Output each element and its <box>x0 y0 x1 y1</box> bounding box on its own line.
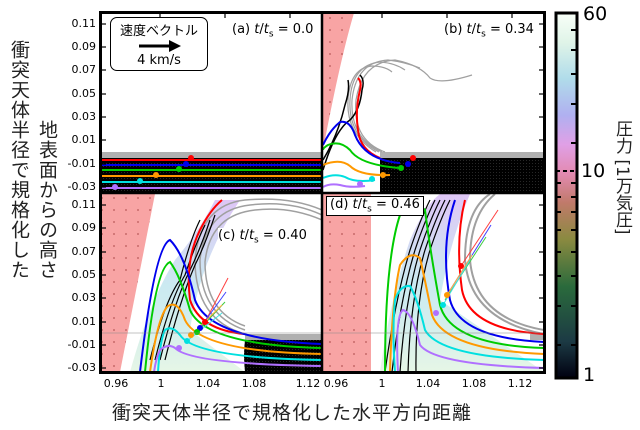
y-tick: 0.11 <box>71 17 97 30</box>
y-tick: 0.09 <box>71 221 97 234</box>
panel-c-label: (c) t/ts = 0.40 <box>218 228 307 246</box>
velocity-legend: 速度ベクトル 4 km/s <box>110 17 208 71</box>
panel-d-label: (d) t/ts = 0.46 <box>326 196 424 216</box>
y-axis-title-line1: 衝突天体半径で規格化した <box>8 40 30 280</box>
y-tick: 0.05 <box>71 87 97 100</box>
x-tick: 0.96 <box>103 377 129 390</box>
panel-b <box>323 13 544 193</box>
y-tick: -0.03 <box>67 180 96 193</box>
velocity-arrow-icon <box>139 40 181 52</box>
y-tick: 0.03 <box>71 110 97 123</box>
y-tick: 0.11 <box>71 198 97 211</box>
y-tick: 0.07 <box>71 245 97 258</box>
panel-d <box>323 194 544 372</box>
panel-b-label: (b) t/ts = 0.34 <box>444 22 534 40</box>
velocity-legend-scale: 4 km/s <box>137 53 181 68</box>
colorbar <box>554 11 579 380</box>
velocity-legend-title: 速度ベクトル <box>119 24 198 39</box>
x-tick: 1.12 <box>295 377 321 390</box>
x-tick: 1 <box>378 377 386 390</box>
x-axis-title: 衝突天体半径で規格化した水平方向距離 <box>112 402 473 424</box>
x-tick: 1.08 <box>461 377 487 390</box>
y-tick: -0.01 <box>67 338 96 351</box>
y-tick: 0.09 <box>71 40 97 53</box>
x-tick: 1.04 <box>415 377 441 390</box>
y-tick: 0.07 <box>71 63 97 76</box>
y-tick: 0.01 <box>71 133 97 146</box>
colorbar-min-label: 1 <box>583 364 596 386</box>
x-tick: 0.96 <box>323 377 349 390</box>
y-tick: 0.05 <box>71 268 97 281</box>
x-tick: 1.08 <box>241 377 267 390</box>
panel-a-label: (a) t/ts = 0.0 <box>232 22 314 40</box>
colorbar-title: 圧力 [1万気圧] <box>612 120 632 235</box>
y-tick: -0.01 <box>67 157 96 170</box>
y-tick: 0.01 <box>71 315 97 328</box>
y-tick: -0.03 <box>67 361 96 374</box>
y-axis-title-line2: 地表面からの高さ <box>36 120 58 280</box>
panel-c <box>101 194 322 372</box>
x-tick: 1.12 <box>507 377 533 390</box>
x-tick: 1.04 <box>195 377 221 390</box>
y-tick: 0.03 <box>71 291 97 304</box>
x-tick: 1 <box>157 377 165 390</box>
colorbar-max-label: 60 <box>583 3 608 25</box>
colorbar-mid-label: 10 <box>581 160 606 182</box>
